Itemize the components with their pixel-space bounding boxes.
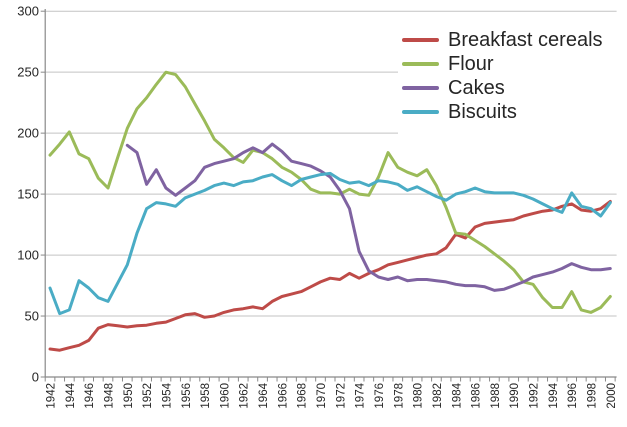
x-axis-label: 1952 — [142, 383, 154, 409]
x-axis-label: 1968 — [297, 383, 309, 409]
x-axis-label: 1978 — [393, 383, 405, 409]
legend-label: Breakfast cereals — [448, 29, 603, 51]
series-line-cakes — [125, 142, 612, 292]
x-axis-label: 1966 — [277, 383, 289, 409]
x-axis-label: 1950 — [123, 383, 135, 409]
y-axis-label: 300 — [17, 4, 39, 19]
y-axis-label: 100 — [17, 248, 39, 263]
legend-swatch-breakfast-cereals-icon — [402, 38, 439, 42]
legend-item-flour: Flour — [398, 52, 627, 76]
y-axis-label: 150 — [17, 187, 39, 202]
x-axis-label: 1948 — [103, 383, 115, 409]
x-axis-label: 1962 — [239, 383, 251, 409]
series-line-breakfast-cereals — [48, 199, 612, 352]
y-axis-label: 200 — [17, 126, 39, 141]
x-axis-label: 1954 — [161, 382, 173, 408]
x-axis-label: 1980 — [413, 383, 425, 409]
x-axis-label: 1996 — [567, 383, 579, 409]
x-axis-label: 1984 — [451, 382, 463, 408]
x-axis-label: 1976 — [374, 383, 386, 409]
legend-item-breakfast-cereals: Breakfast cereals — [398, 28, 627, 52]
x-axis-label: 1988 — [490, 383, 502, 409]
x-axis-label: 1956 — [181, 383, 193, 409]
legend-label: Biscuits — [448, 101, 517, 123]
x-axis-label: 1974 — [355, 382, 367, 408]
x-axis-label: 1960 — [219, 383, 231, 409]
x-axis-label: 1990 — [509, 383, 521, 409]
legend: Breakfast cereals Flour Cakes Biscuits — [398, 22, 627, 138]
x-axis-label: 1992 — [529, 383, 541, 409]
legend-item-cakes: Cakes — [398, 76, 627, 100]
series-line-flour — [48, 70, 612, 314]
series-line-biscuits — [48, 171, 612, 316]
legend-label: Cakes — [448, 77, 505, 99]
legend-swatch-biscuits-icon — [402, 110, 439, 114]
y-axis-label: 50 — [25, 309, 39, 324]
x-axis-label: 1958 — [200, 383, 212, 409]
legend-item-biscuits: Biscuits — [398, 100, 627, 124]
x-axis-label: 1970 — [316, 383, 328, 409]
x-axis-label: 1942 — [46, 383, 58, 409]
x-axis-label: 1946 — [84, 383, 96, 409]
x-axis-label: 1998 — [586, 383, 598, 409]
legend-swatch-flour-icon — [402, 62, 439, 66]
x-axis-label: 1972 — [335, 383, 347, 409]
y-axis-label: 250 — [17, 65, 39, 80]
x-axis-label: 1986 — [471, 383, 483, 409]
legend-swatch-cakes-icon — [402, 86, 439, 90]
x-axis-label: 1982 — [432, 383, 444, 409]
y-axis-label: 0 — [32, 370, 39, 385]
x-axis-label: 1944 — [65, 382, 77, 408]
x-axis-label: 2000 — [606, 383, 618, 409]
x-axis-label: 1994 — [548, 382, 560, 408]
legend-label: Flour — [448, 53, 494, 75]
x-axis-label: 1964 — [258, 382, 270, 408]
